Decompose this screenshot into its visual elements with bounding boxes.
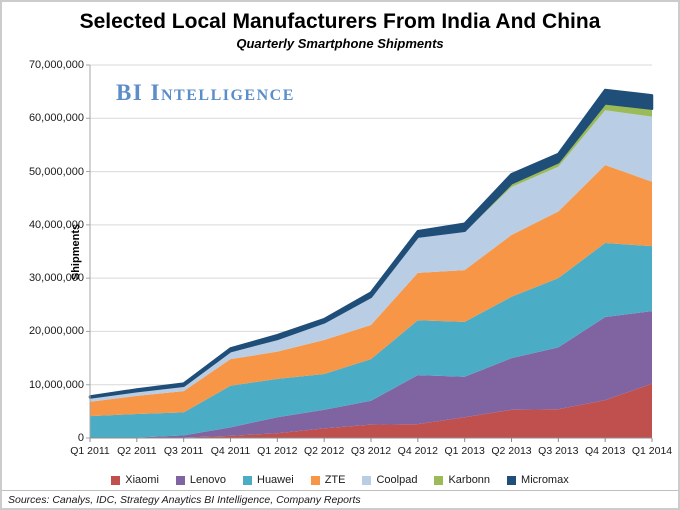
area-micromax [88,88,654,399]
area-huawei [90,242,652,438]
y-tick-label: 60,000,000 [28,112,84,125]
chart-legend: Xiaomi Lenovo Huawei ZTE Coolpad Karbonn Micro… [2,474,678,486]
legend-item-karbonn: Karbonn [434,474,490,486]
x-tick-label: Q2 2013 [491,445,532,457]
y-tick-label: 10,000,000 [28,378,84,391]
legend-swatch [362,475,372,485]
area-lenovo [90,311,652,438]
legend-label: Huawei [257,474,294,486]
source-bar: Sources: Canalys, IDC, Strategy Anaytics… [2,490,678,508]
area-xiaomi [90,383,652,438]
legend-item-zte: ZTE [310,474,346,486]
area-zte [90,165,652,417]
y-tick-label: 70,000,000 [28,59,84,71]
y-axis-title: Shipments [70,223,82,281]
x-tick-label: Q2 2011 [117,445,157,457]
legend-item-coolpad: Coolpad [362,474,417,486]
page-title: Selected Local Manufacturers From India … [79,10,601,33]
y-tick-label: 0 [77,432,84,444]
legend-label: ZTE [324,474,346,486]
legend-swatch [507,475,517,485]
x-tick-label: Q4 2011 [210,445,251,457]
x-tick-label: Q4 2012 [397,445,438,457]
x-tick-label: Q3 2013 [538,445,579,457]
legend-label: Micromax [521,474,569,486]
legend-label: Coolpad [376,474,418,486]
legend-item-lenovo: Lenovo [175,474,226,486]
area-coolpad [90,110,652,402]
legend-item-micromax: Micromax [507,474,569,486]
legend-label: Karbonn [448,474,491,486]
legend-item-xiaomi: Xiaomi [111,474,159,486]
x-tick-label: Q1 2011 [70,445,110,457]
legend-swatch [111,475,121,485]
x-tick-label: Q1 2014 [631,445,673,457]
page-subtitle: Quarterly Smartphone Shipments [236,36,444,51]
legend-label: Lenovo [189,474,226,486]
legend-label: Xiaomi [125,474,159,486]
x-tick-label: Q3 2012 [350,445,392,457]
x-tick-label: Q2 2012 [304,445,345,457]
sources-text: Sources: Canalys, IDC, Strategy Anaytics… [8,494,361,506]
legend-swatch [434,475,444,485]
bi-intelligence-watermark: BI Intelligence [116,80,295,105]
y-tick-label: 20,000,000 [28,325,84,338]
x-tick-label: Q1 2012 [257,445,298,457]
legend-swatch [243,475,252,485]
legend-swatch [175,475,185,485]
y-tick-label: 30,000,000 [28,272,84,285]
x-tick-label: Q4 2013 [585,445,626,457]
legend-swatch [310,475,320,485]
x-tick-label: Q1 2013 [444,445,485,457]
y-tick-label: 40,000,000 [28,218,84,231]
y-tick-label: 50,000,000 [28,165,84,178]
x-tick-label: Q3 2011 [163,445,204,457]
legend-item-huawei: Huawei [243,474,294,486]
